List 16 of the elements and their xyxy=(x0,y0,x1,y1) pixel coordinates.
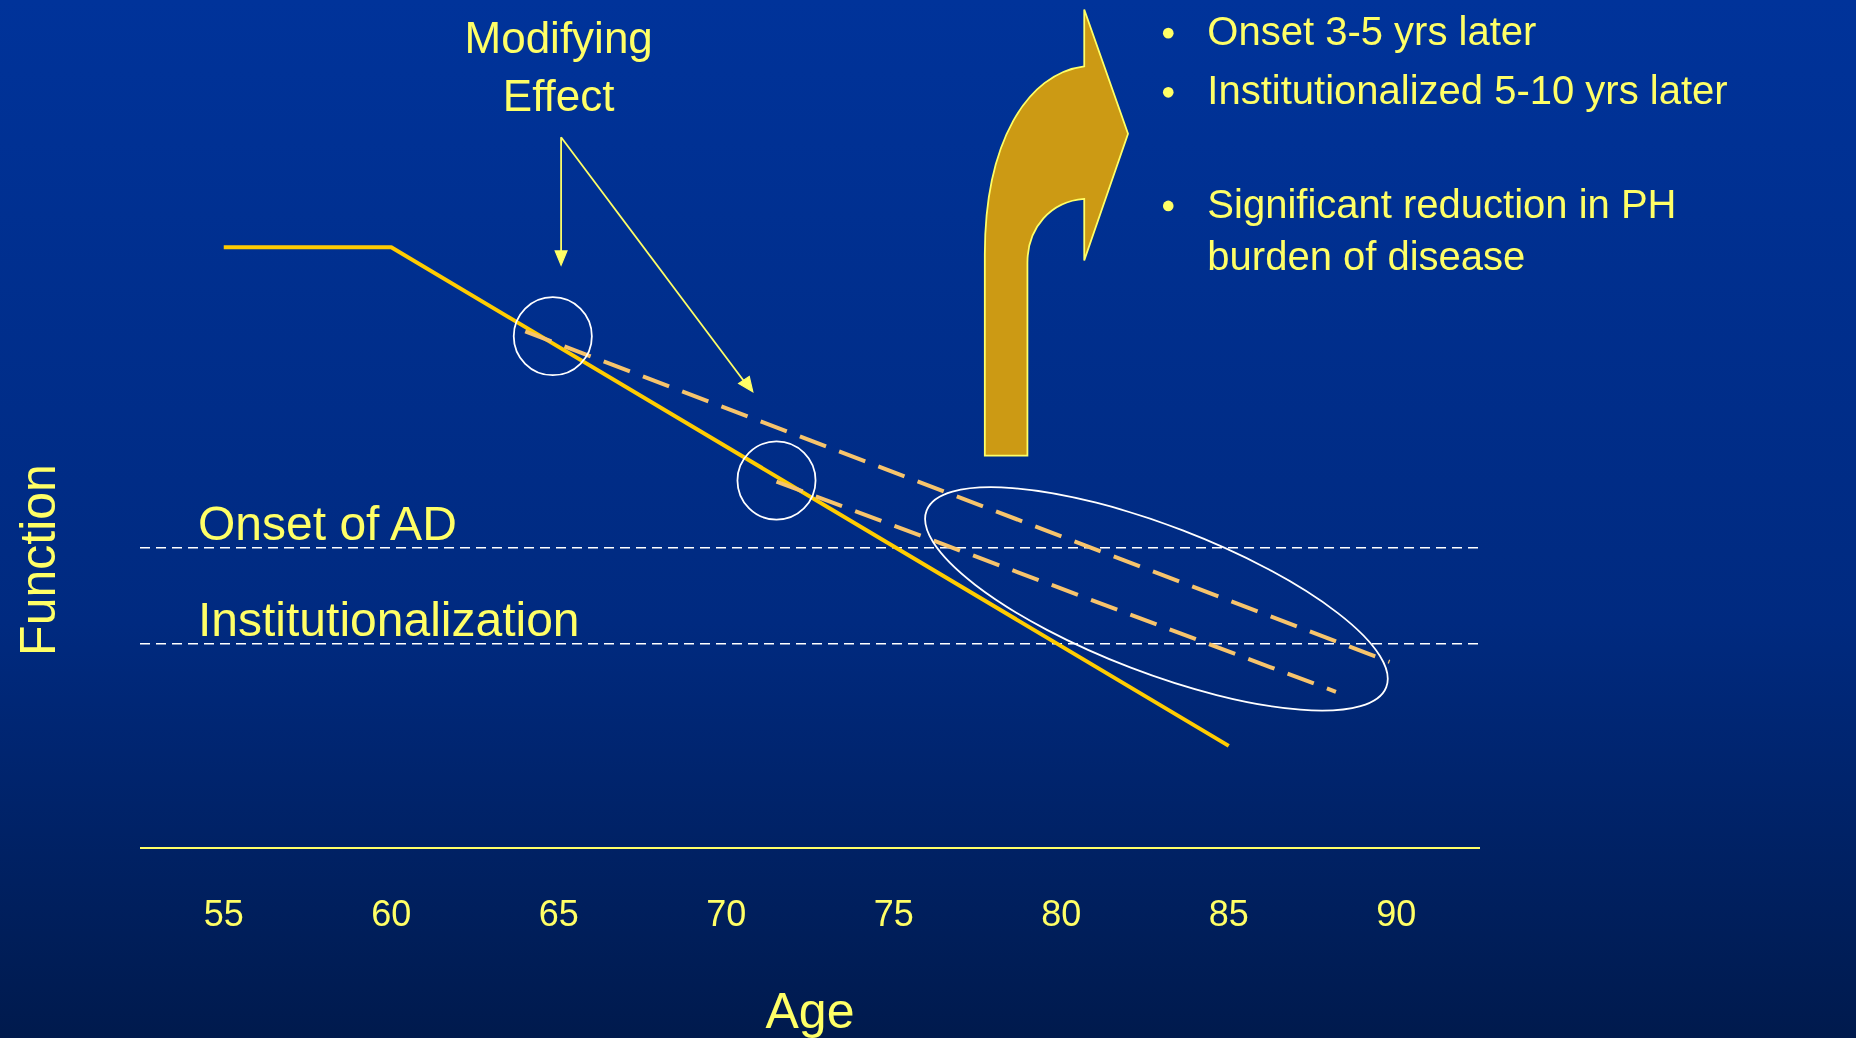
annotation: Significant reduction in PH burden of disease xyxy=(1207,180,1678,280)
text: Institutionalized 5-10 yrs later xyxy=(1207,66,1729,114)
x-tick-label: 70 xyxy=(706,892,747,934)
ref-line-label: Onset of AD xyxy=(198,496,457,550)
text: Modifying Effect xyxy=(463,12,654,122)
x-tick-label: 75 xyxy=(873,892,914,934)
x-tick-label: 80 xyxy=(1041,892,1082,934)
x-tick-label: 55 xyxy=(203,892,244,934)
text: Onset 3-5 yrs later xyxy=(1207,7,1538,55)
x-axis-title: Age xyxy=(765,983,855,1038)
x-tick-label: 85 xyxy=(1208,892,1249,934)
ref-line-label: Institutionalization xyxy=(198,592,580,646)
x-tick-label: 60 xyxy=(371,892,412,934)
x-tick-label: 90 xyxy=(1376,892,1417,934)
x-tick-label: 65 xyxy=(538,892,579,934)
y-axis-title: Function xyxy=(10,464,66,656)
